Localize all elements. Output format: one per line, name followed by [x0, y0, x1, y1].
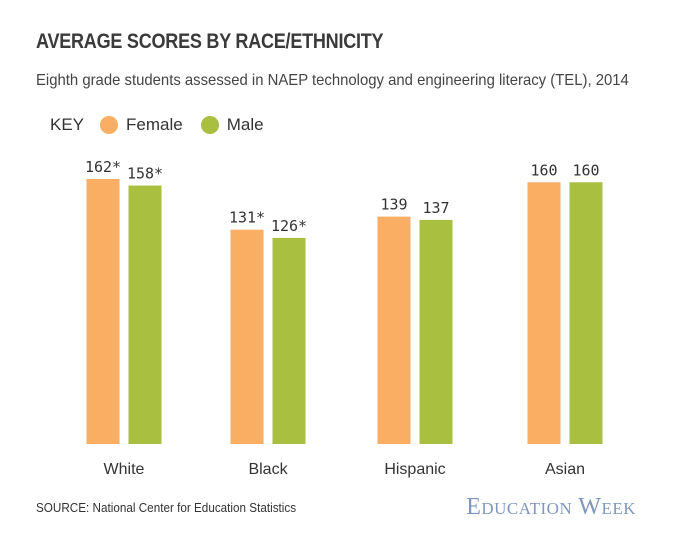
bar-black-male	[272, 237, 306, 444]
category-label-hispanic: Hispanic	[384, 461, 445, 478]
legend-label-male: Male	[226, 115, 264, 134]
data-label-hispanic-male: 137	[422, 199, 449, 217]
data-label-black-male: 126*	[271, 217, 307, 235]
bar-white-male	[128, 185, 162, 444]
data-label-asian-male: 160	[572, 161, 599, 179]
data-label-hispanic-female: 139	[380, 196, 407, 214]
category-label-white: White	[104, 461, 145, 478]
data-label-asian-female: 160	[530, 161, 557, 179]
bar-black-female	[230, 229, 264, 444]
bar-white-female	[86, 179, 120, 444]
bar-hispanic-male	[419, 219, 453, 444]
chart-subtitle: Eighth grade students assessed in NAEP t…	[36, 72, 629, 89]
legend-swatch-female	[100, 116, 119, 134]
brand-logo: Education Week	[466, 494, 636, 520]
data-label-white-male: 158*	[127, 165, 163, 183]
source-note: SOURCE: National Center for Education St…	[36, 500, 297, 515]
bar-asian-male	[569, 182, 603, 444]
bar-asian-female	[527, 182, 561, 444]
bar-chart: 162* 158* White 131* 126* Black 139 137 Hispanic…	[85, 158, 603, 478]
legend-label-female: Female	[126, 115, 183, 134]
legend: KEY Female Male	[50, 115, 282, 135]
legend-item-male: Male	[200, 115, 264, 135]
bar-hispanic-female	[377, 216, 411, 444]
data-label-white-female: 162*	[85, 158, 121, 176]
legend-item-female: Female	[100, 115, 183, 135]
legend-key-label: KEY	[50, 115, 85, 134]
category-label-asian: Asian	[545, 461, 585, 478]
data-label-black-female: 131*	[229, 209, 265, 227]
legend-swatch-male	[200, 116, 219, 134]
category-label-black: Black	[248, 461, 288, 478]
chart-title: AVERAGE SCORES BY RACE/ETHNICITY	[36, 30, 384, 53]
